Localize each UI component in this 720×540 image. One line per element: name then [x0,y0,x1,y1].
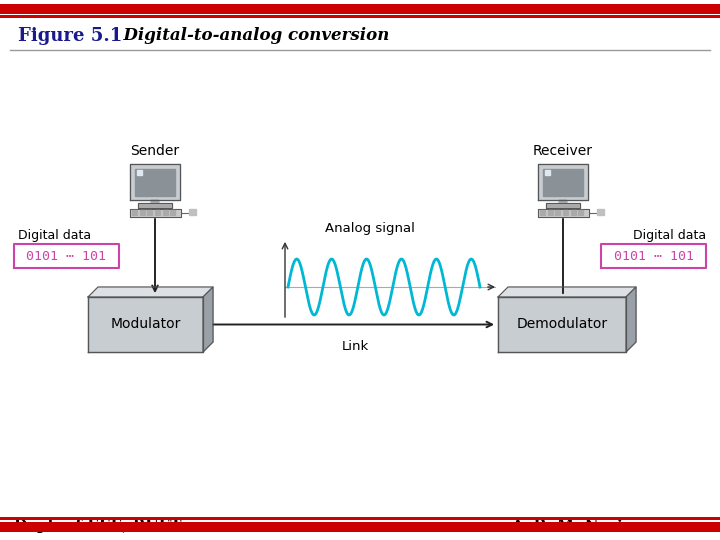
Bar [0,4,720,14]
Polygon shape [132,210,137,212]
Polygon shape [130,208,181,217]
Polygon shape [163,213,168,215]
Text: Digital data: Digital data [18,229,91,242]
Polygon shape [498,297,626,352]
Polygon shape [601,244,706,268]
Polygon shape [539,164,588,200]
Polygon shape [171,213,176,215]
Polygon shape [544,168,582,195]
Text: Digital data: Digital data [633,229,706,242]
Polygon shape [563,213,568,215]
Polygon shape [135,168,174,195]
Polygon shape [626,287,636,352]
Text: 0101 ⋯ 101: 0101 ⋯ 101 [27,249,107,262]
Text: Analog signal: Analog signal [325,222,415,235]
Text: Digital-to-analog conversion: Digital-to-analog conversion [112,28,390,44]
Polygon shape [171,210,176,212]
Polygon shape [203,287,213,352]
Polygon shape [571,210,576,212]
Polygon shape [571,213,576,215]
Polygon shape [88,287,213,297]
Polygon shape [540,210,545,212]
Polygon shape [148,210,153,212]
Polygon shape [558,200,568,208]
Polygon shape [140,213,145,215]
Polygon shape [137,170,143,176]
Polygon shape [155,210,160,212]
Text: Link: Link [342,341,369,354]
Text: Sender: Sender [130,144,179,158]
Bar [0,517,720,520]
Text: 0101 ⋯ 101: 0101 ⋯ 101 [613,249,693,262]
Text: A. B. M. Nasiruzzaman: A. B. M. Nasiruzzaman [510,519,706,533]
Polygon shape [163,210,168,212]
Polygon shape [545,170,550,176]
Polygon shape [597,208,604,215]
Text: Modulator: Modulator [110,318,181,332]
Polygon shape [189,208,196,215]
Text: Demodulator: Demodulator [516,318,608,332]
Polygon shape [150,200,160,208]
Polygon shape [138,204,172,208]
Text: Figure 5.1: Figure 5.1 [18,27,122,45]
Polygon shape [563,210,568,212]
Polygon shape [155,213,160,215]
Polygon shape [498,287,636,297]
Polygon shape [130,164,180,200]
Polygon shape [555,213,560,215]
Polygon shape [88,297,203,352]
Polygon shape [555,210,560,212]
Bar [0,522,720,532]
Polygon shape [140,210,145,212]
Polygon shape [548,210,553,212]
Polygon shape [14,244,119,268]
Polygon shape [540,213,545,215]
Bar [0,15,720,18]
Polygon shape [578,213,583,215]
Polygon shape [148,213,153,215]
Text: Dept. of EEE, RUET: Dept. of EEE, RUET [14,519,181,533]
Polygon shape [538,208,588,217]
Polygon shape [132,213,137,215]
Polygon shape [546,204,580,208]
Polygon shape [578,210,583,212]
Polygon shape [548,213,553,215]
Text: Receiver: Receiver [533,144,593,158]
